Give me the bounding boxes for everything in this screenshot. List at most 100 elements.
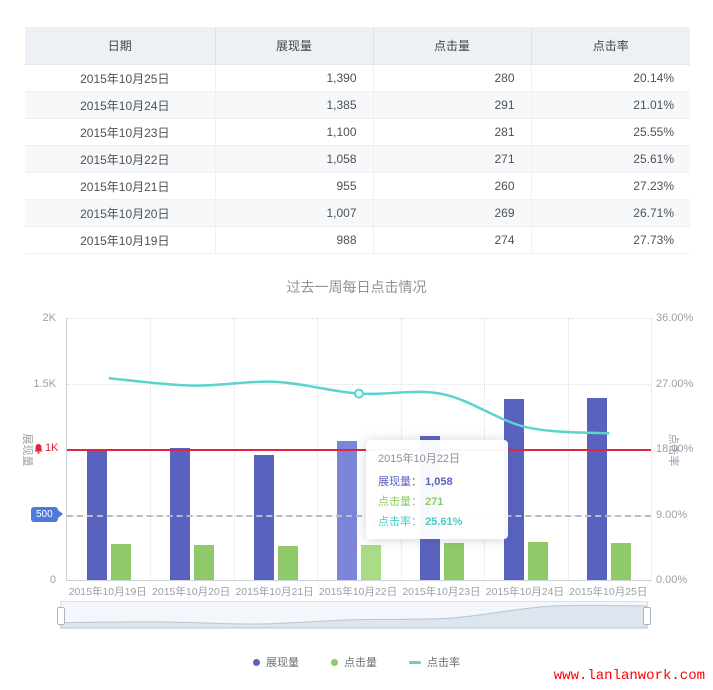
legend-marker xyxy=(409,660,421,664)
gridline-horizontal xyxy=(67,318,651,319)
y-tick-left: 2K xyxy=(42,312,56,324)
ctr-line[interactable] xyxy=(108,376,610,435)
legend-label: 点击量 xyxy=(344,657,377,669)
ctr-line-layer xyxy=(108,376,610,435)
impressions-bar[interactable] xyxy=(337,441,357,580)
impressions-bar[interactable] xyxy=(253,454,274,580)
legend-item-ctr[interactable]: 点击率 xyxy=(409,654,460,670)
datazoom-slider[interactable] xyxy=(57,601,651,629)
plot-area[interactable] xyxy=(66,318,652,581)
column-header: 日期 xyxy=(25,27,216,65)
impressions-bar[interactable] xyxy=(503,398,524,580)
tooltip-value: 1,058 xyxy=(425,476,453,488)
table-row: 2015年10月21日 955 260 27.23% xyxy=(25,172,690,200)
table-header-row: 日期 展现量 点击量 点击率 xyxy=(25,27,690,65)
table-row: 2015年10月20日 1,007 269 26.71% xyxy=(25,199,690,227)
table-cell: 27.23% xyxy=(531,172,690,200)
column-header: 点击量 xyxy=(373,27,532,65)
table-cell: 25.55% xyxy=(531,118,690,146)
table-row: 2015年10月23日 1,100 281 25.55% xyxy=(25,118,690,146)
table-cell: 281 xyxy=(373,118,532,146)
table-cell: 988 xyxy=(215,226,374,254)
y-tick-right: 0.00% xyxy=(656,574,688,586)
legend-item-impressions[interactable]: 展现量 xyxy=(253,654,299,670)
table-cell: 1,100 xyxy=(215,118,374,146)
datazoom-area-path xyxy=(60,604,648,629)
clicks-bar[interactable] xyxy=(611,543,632,580)
table-cell: 274 xyxy=(373,226,532,254)
table-cell: 280 xyxy=(373,64,532,92)
alarm-bell-icon xyxy=(34,443,43,454)
table-cell: 1,385 xyxy=(215,91,374,119)
clicks-bar[interactable] xyxy=(194,544,215,580)
tooltip-row: 点击量： 271 xyxy=(378,493,496,509)
table-cell: 269 xyxy=(373,199,532,227)
legend-label: 点击率 xyxy=(427,657,460,669)
table-cell: 2015年10月25日 xyxy=(25,64,216,92)
legend-label: 展现量 xyxy=(266,657,299,669)
alarm-markline-value: 1K xyxy=(45,442,59,454)
table-cell: 2015年10月20日 xyxy=(25,199,216,227)
tooltip-label: 点击率： xyxy=(378,516,426,528)
table-cell: 2015年10月22日 xyxy=(25,145,216,173)
table-row: 2015年10月19日 988 274 27.73% xyxy=(25,226,690,254)
table-cell: 27.73% xyxy=(531,226,690,254)
table-cell: 260 xyxy=(373,172,532,200)
chart: 过去一周每日点击情况 展现量 点击率 2K 1.5K 0 36.00% 27.00% 1… xyxy=(0,256,713,690)
tooltip-value: 25.61% xyxy=(425,516,463,528)
table-cell: 955 xyxy=(215,172,374,200)
x-axis-label: 2015年10月21日 xyxy=(235,586,314,598)
x-axis-label: 2015年10月20日 xyxy=(152,586,231,598)
clicks-bar[interactable] xyxy=(110,544,131,580)
table-cell: 26.71% xyxy=(531,199,690,227)
x-axis-label: 2015年10月19日 xyxy=(68,586,147,598)
tooltip-row: 展现量： 1,058 xyxy=(378,473,496,489)
tooltip: 2015年10月22日 展现量： 1,058 点击量： 271 点击率： 25.61… xyxy=(366,440,508,539)
table-row: 2015年10月25日 1,390 280 20.14% xyxy=(25,64,690,92)
table-cell: 1,058 xyxy=(215,145,374,173)
x-axis-label: 2015年10月23日 xyxy=(402,586,481,598)
y-tick-right: 27.00% xyxy=(656,377,694,390)
table-row: 2015年10月22日 1,058 271 25.61% xyxy=(25,145,690,173)
tooltip-row: 点击率： 25.61% xyxy=(378,513,496,529)
table-cell: 1,390 xyxy=(215,64,374,92)
table-cell: 2015年10月24日 xyxy=(25,91,216,119)
y-tick-right: 36.00% xyxy=(656,312,694,324)
gridline-horizontal xyxy=(67,383,651,385)
clicks-bar[interactable] xyxy=(361,544,381,580)
x-axis-label: 2015年10月22日 xyxy=(318,586,398,598)
table-cell: 271 xyxy=(373,145,532,173)
datazoom-handle-right[interactable] xyxy=(643,607,651,625)
alarm-markline xyxy=(67,449,651,451)
clicks-bar[interactable] xyxy=(277,545,298,580)
datazoom-area xyxy=(60,604,648,629)
watermark: www.lanlanwork.com xyxy=(553,668,705,684)
tooltip-value: 271 xyxy=(425,496,444,508)
threshold-markline xyxy=(67,514,651,517)
table-row: 2015年10月24日 1,385 291 21.01% xyxy=(25,91,690,119)
legend-marker xyxy=(253,658,260,666)
table-cell: 291 xyxy=(373,91,532,119)
clicks-bar[interactable] xyxy=(444,543,465,580)
legend-item-clicks[interactable]: 点击量 xyxy=(331,654,377,670)
legend: 展现量 点击量 点击率 xyxy=(0,654,713,670)
alarm-markline-label[interactable]: 1K xyxy=(34,442,58,454)
threshold-badge[interactable]: 500 xyxy=(31,506,63,522)
y-tick-right: 9.00% xyxy=(656,508,688,521)
clicks-bar[interactable] xyxy=(527,541,548,580)
table-cell: 20.14% xyxy=(531,64,690,92)
tooltip-title: 2015年10月22日 xyxy=(378,453,460,465)
y-tick-right: 18.00% xyxy=(656,443,694,455)
table-cell: 2015年10月19日 xyxy=(25,226,216,254)
gridline-vertical xyxy=(651,318,652,580)
tooltip-label: 点击量： xyxy=(378,496,426,508)
ctr-point-marker[interactable] xyxy=(354,388,364,399)
x-axis-label: 2015年10月25日 xyxy=(569,586,648,598)
legend-marker xyxy=(331,658,338,666)
impressions-bar[interactable] xyxy=(587,397,608,580)
datazoom-handle-left[interactable] xyxy=(57,607,65,625)
impressions-bar[interactable] xyxy=(170,448,191,580)
table-cell: 2015年10月23日 xyxy=(25,118,216,146)
y-tick-left: 1.5K xyxy=(33,377,56,390)
table-cell: 25.61% xyxy=(531,145,690,173)
